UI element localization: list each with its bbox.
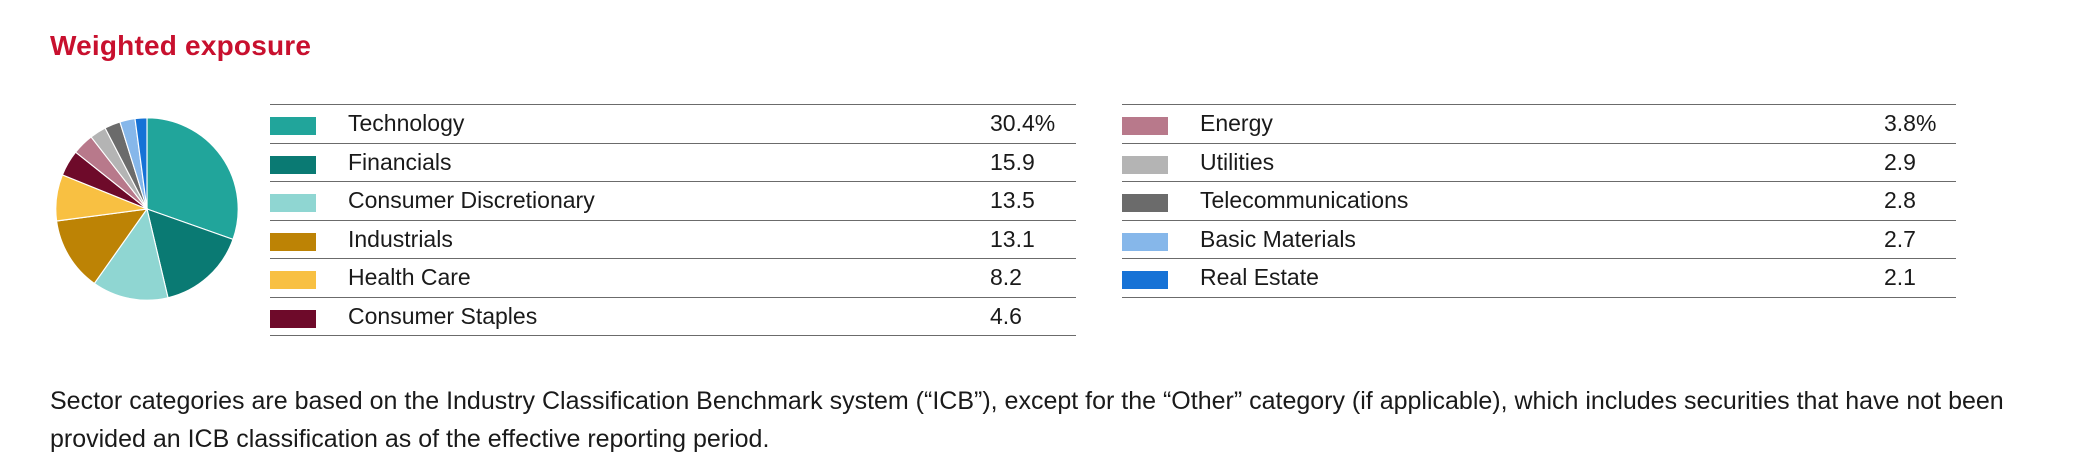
legend-label: Basic Materials (1200, 225, 1356, 252)
legend-row: Basic Materials 2.7 (1122, 221, 1956, 259)
legend-swatch-basic-materials (1122, 232, 1168, 251)
footnote: Sector categories are based on the Indus… (50, 387, 2004, 453)
pie-slice-technology (146, 117, 239, 241)
legend-table-right: Energy 3.8% Utilities 2.9 Telecommunicat… (1122, 104, 1956, 298)
legend-label: Industrials (348, 225, 453, 252)
legend-row: Consumer Staples 4.6 (270, 298, 1076, 336)
legend-swatch-consumer-staples (270, 309, 316, 328)
legend-label: Technology (348, 110, 465, 136)
legend-value: 13.5 (990, 187, 1035, 213)
legend-label: Utilities (1200, 148, 1275, 175)
legend-swatch-technology (270, 117, 316, 135)
legend-value: 2.1 (1884, 264, 1916, 290)
legend-swatch-industrials (270, 232, 316, 251)
legend-value: 2.9 (1884, 148, 1916, 175)
legend-swatch-real-estate (1122, 271, 1168, 289)
legend-row: Industrials 13.1 (270, 221, 1076, 259)
legend-value: 30.4% (990, 110, 1056, 136)
pie-slice-financials (146, 208, 234, 299)
pie-slice-industrials (55, 208, 149, 285)
legend-label: Financials (348, 148, 452, 175)
legend-value: 15.9 (990, 148, 1035, 175)
legend-label: Consumer Discretionary (348, 187, 595, 213)
legend-swatch-consumer-discretionary (270, 194, 316, 212)
legend-value: 4.6 (990, 302, 1022, 329)
pie-chart (55, 117, 239, 301)
legend-row: Telecommunications 2.8 (1122, 182, 1956, 221)
legend-swatch-energy (1122, 117, 1168, 135)
chart-title: Weighted exposure (50, 30, 312, 61)
legend-row: Consumer Discretionary 13.5 (270, 182, 1076, 221)
legend-row: Technology 30.4% (270, 105, 1076, 144)
legend-swatch-utilities (1122, 155, 1168, 174)
pie-slice-consumer-discretionary (93, 207, 169, 301)
legend-label: Health Care (348, 264, 471, 290)
legend-swatch-telecommunications (1122, 194, 1168, 212)
legend-value: 13.1 (990, 225, 1035, 252)
legend-value: 8.2 (990, 264, 1022, 290)
legend-label: Energy (1200, 110, 1273, 136)
legend-swatch-financials (270, 155, 316, 174)
legend-value: 3.8% (1884, 110, 1937, 136)
legend-row: Financials 15.9 (270, 144, 1076, 182)
legend-value: 2.7 (1884, 225, 1916, 252)
legend-value: 2.8 (1884, 187, 1916, 213)
legend-row: Health Care 8.2 (270, 259, 1076, 298)
legend-swatch-health-care (270, 271, 316, 289)
pie-slice-real-estate (134, 117, 148, 210)
legend-label: Consumer Staples (348, 302, 538, 329)
legend-label: Telecommunications (1200, 187, 1409, 213)
legend-table-left: Technology 30.4% Financials 15.9 Consume… (270, 104, 1076, 336)
legend-label: Real Estate (1200, 264, 1319, 290)
legend-row: Utilities 2.9 (1122, 144, 1956, 182)
legend-row: Energy 3.8% (1122, 105, 1956, 144)
legend-row: Real Estate 2.1 (1122, 259, 1956, 298)
